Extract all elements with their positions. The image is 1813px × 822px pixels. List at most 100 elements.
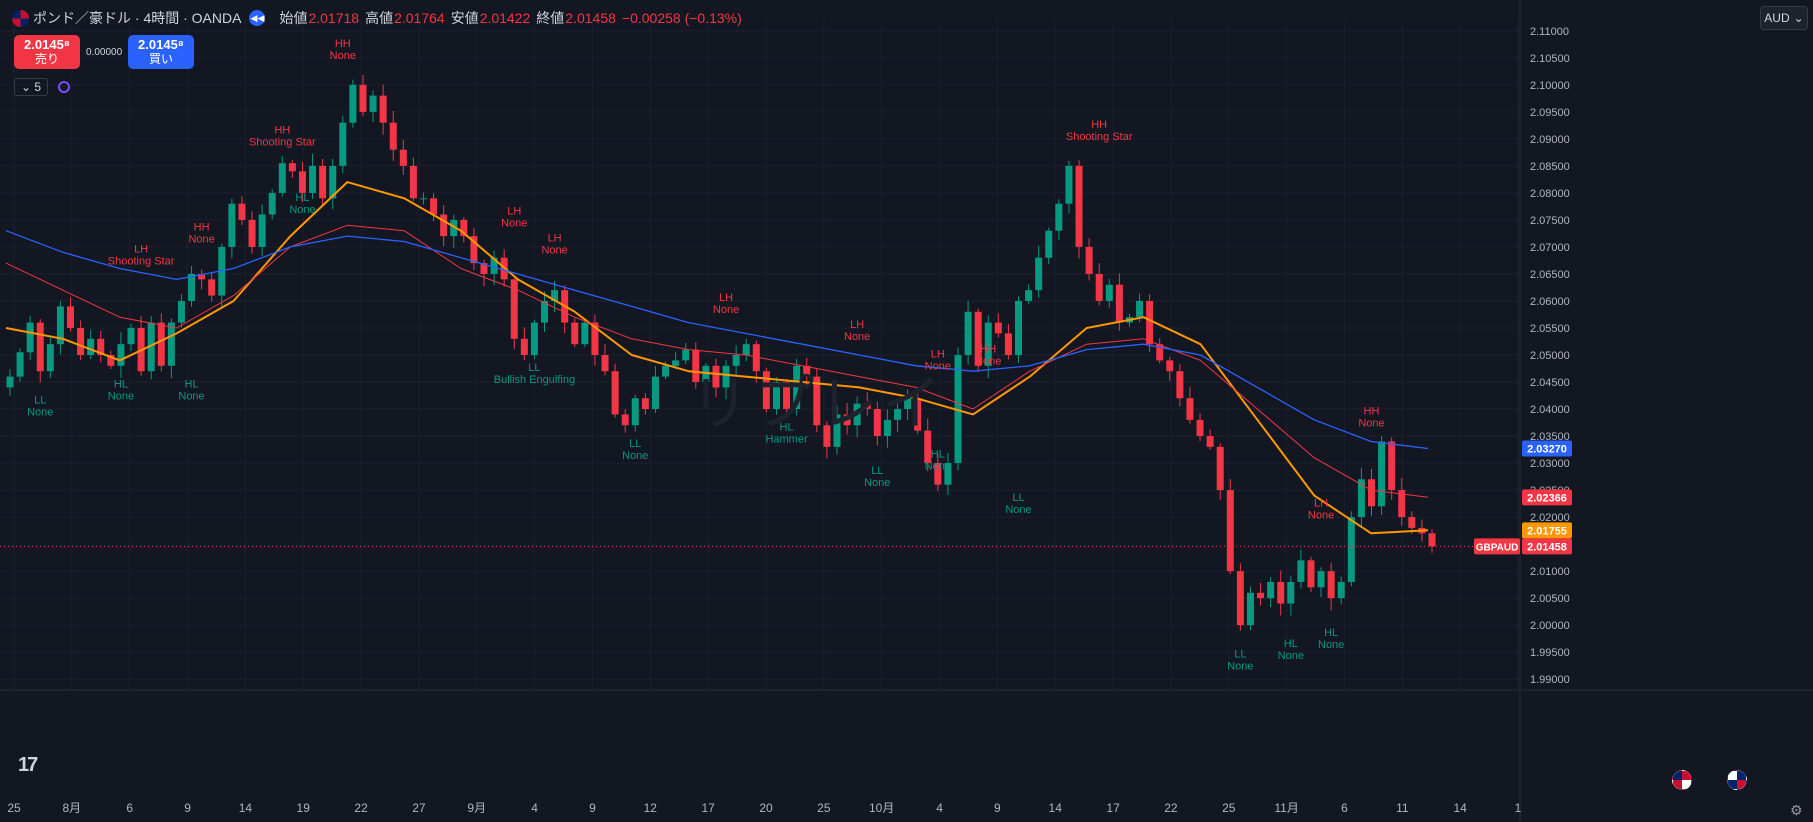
currency-pair-flag-icon [12, 9, 29, 27]
swing-label: HL [114, 378, 128, 390]
tradingview-logo[interactable]: 17 [18, 754, 38, 776]
buy-label: 買い [148, 52, 173, 66]
candle-body [803, 365, 811, 377]
candle-body [1216, 446, 1224, 491]
candle-body [419, 198, 427, 200]
uk-flag-event-icon[interactable] [1672, 770, 1692, 790]
candle-body [67, 306, 75, 328]
x-tick-label: 19 [297, 801, 311, 815]
candle-body [581, 322, 589, 345]
candle-body [46, 344, 54, 372]
y-tick-label: 2.05000 [1530, 350, 1570, 362]
candle-body [1015, 300, 1023, 355]
price-label-box [1522, 489, 1572, 506]
symbol-title[interactable]: ポンド／豪ドル · 4時間 · OANDA [33, 10, 242, 26]
x-tick-label: 17 [701, 801, 715, 815]
candle-body [1307, 560, 1315, 588]
pattern-label: Shooting Star [1066, 131, 1133, 143]
pattern-label: Hammer [765, 434, 808, 446]
candle-body [127, 327, 135, 345]
candle-body [1357, 479, 1365, 518]
pattern-label: None [501, 218, 527, 230]
pattern-label: None [541, 245, 567, 257]
candle-body [974, 311, 982, 366]
candle-body [369, 95, 377, 112]
buy-button[interactable]: 2.0145⁸ 買い [128, 35, 194, 69]
candle-body [772, 382, 780, 410]
candle-body [843, 414, 851, 426]
sell-button[interactable]: 2.0145⁸ 売り [14, 35, 80, 69]
indicator-bar: ⌄ 5 [14, 78, 71, 96]
x-tick-label: 17 [1106, 801, 1120, 815]
candle-body [914, 398, 922, 431]
chevron-down-icon: ⌄ [21, 80, 32, 94]
buy-price: 2.0145⁸ [138, 37, 184, 52]
candle-body [1065, 165, 1073, 204]
x-tick-label: 8月 [63, 801, 82, 815]
candle-body [1146, 300, 1154, 345]
settings-gear-icon[interactable]: ⚙ [1790, 802, 1803, 818]
ema-line [5, 181, 1429, 535]
candle-body [692, 349, 700, 383]
x-tick-label: 14 [1049, 801, 1063, 815]
swing-label: HH [274, 124, 290, 136]
candle-body [712, 365, 720, 388]
y-tick-label: 1.99000 [1530, 674, 1570, 686]
candle-body [258, 214, 266, 247]
candle-body [147, 322, 155, 372]
x-tick-label: 4 [936, 801, 943, 815]
candle-body [1226, 490, 1234, 572]
candle-body [1095, 273, 1103, 301]
close-label: 終値 [536, 10, 565, 26]
x-tick-label: 9 [589, 801, 596, 815]
au-flag-event-icon[interactable] [1727, 770, 1747, 790]
candle-body [97, 338, 105, 355]
x-tick-label: 10月 [869, 801, 894, 815]
candle-body [1317, 571, 1325, 588]
x-tick-label: 6 [1341, 801, 1348, 815]
swing-label: LL [34, 395, 46, 407]
chevron-down-icon: ⌄ [1793, 11, 1804, 25]
pattern-label: None [844, 331, 870, 343]
change-value: −0.00258 (−0.13%) [621, 10, 742, 26]
swing-label: HL [1324, 627, 1338, 639]
replay-rewind-icon[interactable]: ◀◀ [249, 10, 266, 26]
y-tick-label: 2.08000 [1530, 188, 1570, 200]
pattern-label: None [188, 234, 214, 246]
y-tick-label: 2.04500 [1530, 377, 1570, 389]
x-tick-label: 12 [644, 801, 658, 815]
swing-label: LH [548, 233, 562, 245]
close-value: 2.01458 [565, 10, 616, 26]
candle-body [77, 327, 85, 355]
x-tick-label: 22 [1164, 801, 1178, 815]
candle-body [793, 365, 801, 410]
candle-body [662, 365, 670, 377]
y-tick-label: 2.03500 [1530, 431, 1570, 443]
currency-select[interactable]: AUD ⌄ [1760, 6, 1808, 30]
swing-label: HL [185, 378, 199, 390]
candle-body [1186, 398, 1194, 420]
pattern-label: None [975, 355, 1001, 367]
candle-body [157, 322, 165, 366]
y-tick-label: 2.06000 [1530, 296, 1570, 308]
candle-body [298, 171, 306, 193]
low-value: 2.01422 [479, 10, 531, 26]
pattern-label: Bullish Engulfing [494, 374, 575, 386]
x-tick-label: 11月 [1274, 801, 1298, 815]
indicator-toggle[interactable]: ⌄ 5 [14, 78, 49, 96]
swing-label: LL [1012, 492, 1024, 504]
pattern-label: None [713, 304, 739, 316]
swing-label: LL [871, 465, 883, 477]
candle-body [1388, 441, 1396, 491]
x-tick-label: 22 [354, 801, 368, 815]
price-label-text: 2.03270 [1527, 443, 1567, 455]
candle-body [1287, 581, 1295, 604]
candle-body [964, 311, 972, 355]
y-tick-label: 2.10500 [1530, 53, 1570, 65]
candle-body [117, 344, 125, 366]
candle-body [248, 219, 256, 247]
pattern-label: None [1005, 504, 1031, 516]
candle-body [732, 355, 740, 366]
candle-body [994, 322, 1002, 334]
